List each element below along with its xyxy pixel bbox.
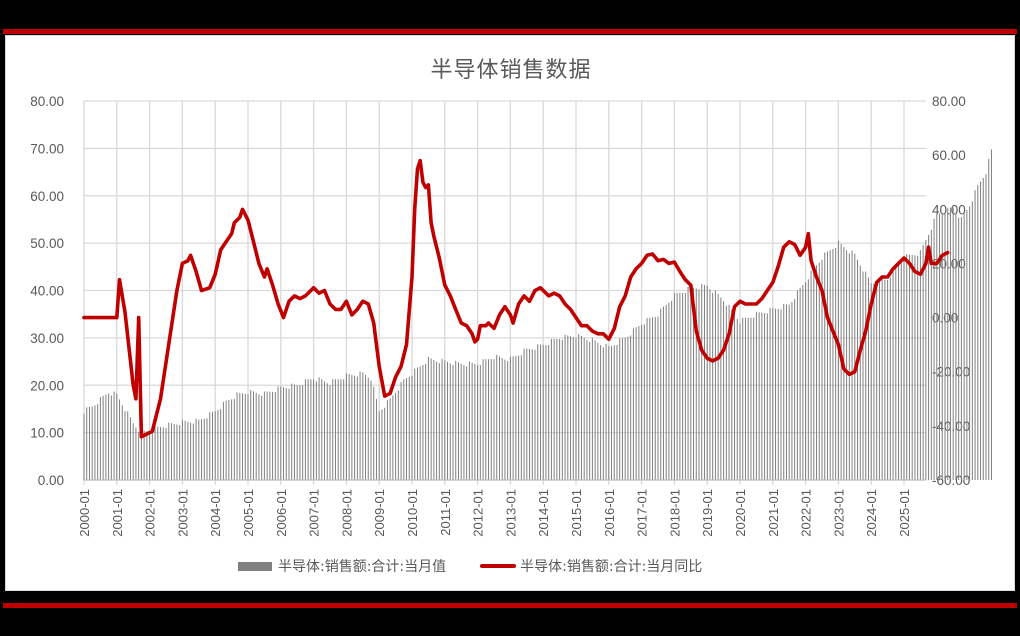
- x-tick-label: 2001-01: [110, 489, 125, 537]
- x-tick-label: 2002-01: [143, 489, 158, 537]
- x-tick-label: 2021-01: [766, 489, 781, 537]
- legend-label: 半导体:销售额:合计:当月值: [278, 559, 447, 575]
- y-left-tick-label: 60.00: [30, 189, 64, 204]
- legend-item-monthly-value: 半导体:销售额:合计:当月值: [238, 556, 446, 576]
- chart-title: 半导体销售数据: [430, 58, 592, 83]
- x-tick-label: 2008-01: [339, 489, 354, 537]
- x-tick-label: 2009-01: [372, 489, 387, 537]
- bottom-accent-bar: [3, 603, 1017, 608]
- chart-plot: 0.00 10.00 20.00 30.00 40.00 50.00 60.00 70.00 8…: [30, 94, 992, 537]
- x-tick-label: 2016-01: [602, 489, 617, 537]
- legend-item-yoy: 半导体:销售额:合计:当月同比: [480, 556, 702, 576]
- x-tick-label: 2025-01: [897, 489, 912, 537]
- legend-label: 半导体:销售额:合计:当月同比: [520, 559, 703, 575]
- x-tick-label: 2004-01: [208, 489, 223, 537]
- x-tick-label: 2011-01: [438, 489, 453, 536]
- x-tick-label: 2006-01: [274, 489, 289, 537]
- top-accent-bar: [3, 29, 1017, 34]
- y-left-tick-label: 70.00: [30, 141, 64, 156]
- x-tick-label: 2000-01: [77, 489, 92, 537]
- y-right-tick-label: -40.00: [932, 419, 970, 434]
- bar-swatch-icon: [238, 561, 272, 571]
- chart-panel: 半导体销售数据 0.00 10.00 20.00 30.00 40.00 50.00 60.…: [5, 35, 1015, 591]
- x-tick-label: 2012-01: [471, 489, 486, 537]
- y-right-tick-label: 60.00: [932, 148, 966, 163]
- x-tick-label: 2010-01: [405, 489, 420, 537]
- x-tick-label: 2019-01: [700, 489, 715, 537]
- y-left-tick-label: 30.00: [30, 331, 64, 346]
- y-left-tick-label: 40.00: [30, 284, 64, 299]
- x-tick-label: 2017-01: [635, 489, 650, 537]
- x-tick-label: 2020-01: [733, 489, 748, 537]
- x-tick-label: 2024-01: [864, 489, 879, 537]
- yoy-line: [82, 158, 950, 439]
- y-left-tick-label: 20.00: [30, 378, 64, 393]
- y-right-tick-label: -20.00: [932, 365, 970, 380]
- x-tick-label: 2015-01: [569, 489, 584, 537]
- line-swatch-icon: [480, 564, 517, 568]
- x-tick-label: 2003-01: [175, 489, 190, 537]
- x-tick-label: 2018-01: [667, 489, 682, 537]
- y-left-tick-label: 10.00: [30, 426, 64, 441]
- y-right-tick-label: 40.00: [932, 202, 966, 217]
- y-left-tick-label: 80.00: [30, 94, 64, 109]
- x-tick-label: 2005-01: [241, 489, 256, 537]
- y-left-tick-label: 0.00: [38, 473, 64, 488]
- chart-legend: 半导体:销售额:合计:当月值 半导体:销售额:合计:当月同比: [238, 556, 736, 576]
- x-tick-label: 2014-01: [536, 489, 551, 537]
- y-right-tick-label: 80.00: [932, 94, 966, 109]
- x-tick-label: 2023-01: [831, 489, 846, 537]
- x-tick-label: 2013-01: [503, 489, 518, 537]
- y-right-tick-label: -60.00: [932, 473, 970, 488]
- x-tick-label: 2007-01: [307, 489, 322, 537]
- x-tick-label: 2022-01: [799, 489, 814, 537]
- y-left-tick-label: 50.00: [30, 236, 64, 251]
